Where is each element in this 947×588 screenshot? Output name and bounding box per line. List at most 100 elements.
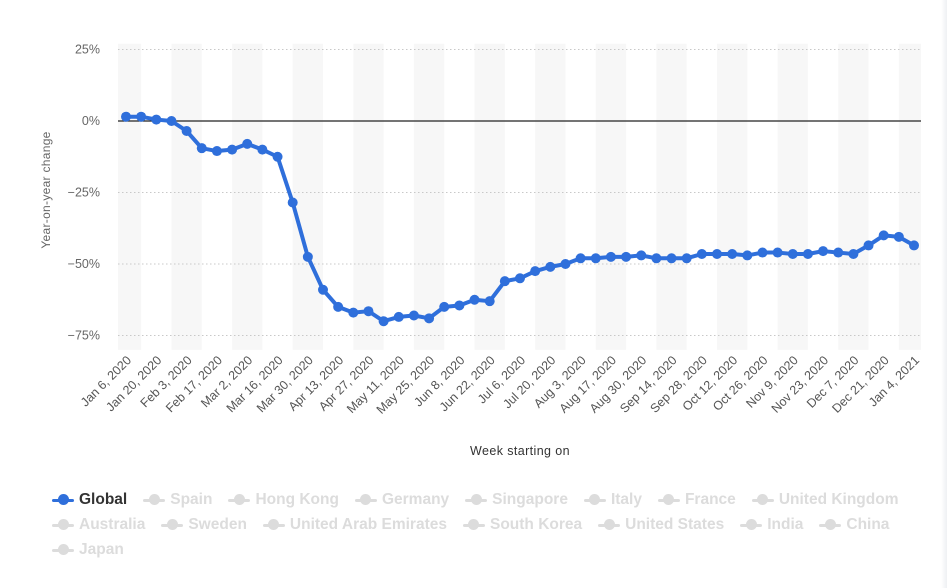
legend-label: Sweden [188, 516, 247, 533]
data-point[interactable] [272, 151, 283, 162]
data-point[interactable] [893, 231, 904, 242]
data-point[interactable] [636, 250, 647, 261]
legend-item-united-states[interactable]: United States [598, 515, 724, 535]
legend-label: Spain [170, 491, 213, 508]
data-point[interactable] [651, 253, 662, 264]
page-edge-shadow [941, 0, 947, 588]
legend-item-india[interactable]: India [740, 515, 803, 535]
legend-marker-icon [354, 494, 377, 506]
data-point[interactable] [621, 251, 632, 262]
legend-marker-icon [819, 519, 842, 531]
legend-label: Japan [79, 541, 124, 558]
data-point[interactable] [242, 138, 253, 149]
data-point[interactable] [469, 294, 480, 305]
data-point[interactable] [196, 143, 207, 154]
data-point[interactable] [166, 116, 177, 126]
data-point[interactable] [878, 230, 889, 241]
data-point[interactable] [211, 146, 222, 157]
data-point[interactable] [333, 301, 344, 312]
data-point[interactable] [151, 114, 162, 125]
legend-item-germany[interactable]: Germany [354, 490, 450, 510]
data-point[interactable] [378, 316, 389, 327]
legend-marker-icon [751, 494, 774, 506]
data-point[interactable] [605, 251, 616, 262]
data-point[interactable] [818, 246, 829, 257]
data-point[interactable] [530, 266, 541, 277]
data-point[interactable] [772, 247, 783, 258]
legend-marker-icon [143, 494, 166, 506]
series-layer [121, 111, 919, 327]
legend-item-france[interactable]: France [657, 490, 736, 510]
alternating-bands [118, 43, 921, 350]
data-point[interactable] [408, 310, 419, 321]
data-point[interactable] [302, 251, 313, 262]
data-point[interactable] [560, 259, 571, 269]
data-point[interactable] [833, 247, 844, 258]
column-band [292, 43, 323, 350]
data-point[interactable] [257, 144, 268, 155]
legend-item-china[interactable]: China [819, 515, 889, 535]
legend-label: France [684, 491, 736, 508]
data-point[interactable] [590, 253, 601, 264]
legend-label: Germany [381, 491, 450, 508]
data-point[interactable] [696, 248, 707, 259]
data-point[interactable] [484, 296, 495, 307]
data-point[interactable] [712, 248, 722, 259]
data-point[interactable] [454, 300, 465, 311]
column-band [413, 43, 445, 350]
data-point[interactable] [909, 240, 919, 251]
legend-item-united-arab-emirates[interactable]: United Arab Emirates [262, 515, 447, 535]
data-point[interactable] [393, 311, 404, 322]
data-point[interactable] [681, 253, 692, 264]
y-tick-label: −75% [68, 329, 100, 343]
data-point[interactable] [742, 250, 753, 261]
legend-item-global[interactable]: Global [52, 490, 127, 510]
legend-item-japan[interactable]: Japan [52, 540, 124, 560]
data-point[interactable] [575, 253, 586, 264]
legend-item-united-kingdom[interactable]: United Kingdom [751, 490, 899, 510]
data-point[interactable] [424, 313, 435, 324]
data-point[interactable] [545, 261, 556, 272]
legend-label: United States [625, 516, 725, 533]
legend-item-sweden[interactable]: Sweden [161, 515, 247, 535]
data-point[interactable] [439, 301, 450, 312]
data-point[interactable] [515, 273, 525, 284]
data-point[interactable] [348, 307, 359, 318]
data-point[interactable] [863, 240, 874, 251]
data-point[interactable] [287, 197, 298, 208]
data-point[interactable] [666, 253, 677, 264]
data-point[interactable] [318, 284, 328, 295]
data-point[interactable] [802, 248, 813, 259]
legend-marker-icon [598, 519, 621, 531]
legend-item-italy[interactable]: Italy [583, 490, 642, 510]
legend-label: United Kingdom [778, 491, 899, 508]
data-point[interactable] [363, 306, 374, 317]
y-tick-label: −25% [68, 186, 100, 200]
legend-label: China [846, 516, 890, 533]
legend-item-spain[interactable]: Spain [143, 490, 212, 510]
legend-item-south-korea[interactable]: South Korea [462, 515, 582, 535]
column-band [898, 43, 921, 350]
legend-marker-icon [52, 519, 74, 531]
column-band [353, 43, 384, 350]
legend-label: Global [79, 491, 128, 508]
data-point[interactable] [121, 111, 131, 122]
data-point[interactable] [227, 144, 238, 155]
legend-item-australia[interactable]: Australia [52, 515, 145, 535]
legend-item-singapore[interactable]: Singapore [465, 490, 568, 510]
grid-lines [118, 49, 921, 336]
y-tick-label: −50% [68, 257, 100, 271]
legend-marker-icon [740, 519, 763, 531]
legend-marker-icon [462, 519, 485, 531]
data-point[interactable] [181, 126, 192, 137]
data-point[interactable] [787, 248, 798, 259]
data-point[interactable] [727, 248, 738, 259]
legend-item-hong-kong[interactable]: Hong Kong [228, 490, 339, 510]
data-point[interactable] [136, 111, 147, 122]
data-point[interactable] [757, 247, 768, 258]
data-point[interactable] [848, 248, 859, 259]
data-point[interactable] [499, 276, 510, 287]
legend-marker-icon [161, 519, 184, 531]
